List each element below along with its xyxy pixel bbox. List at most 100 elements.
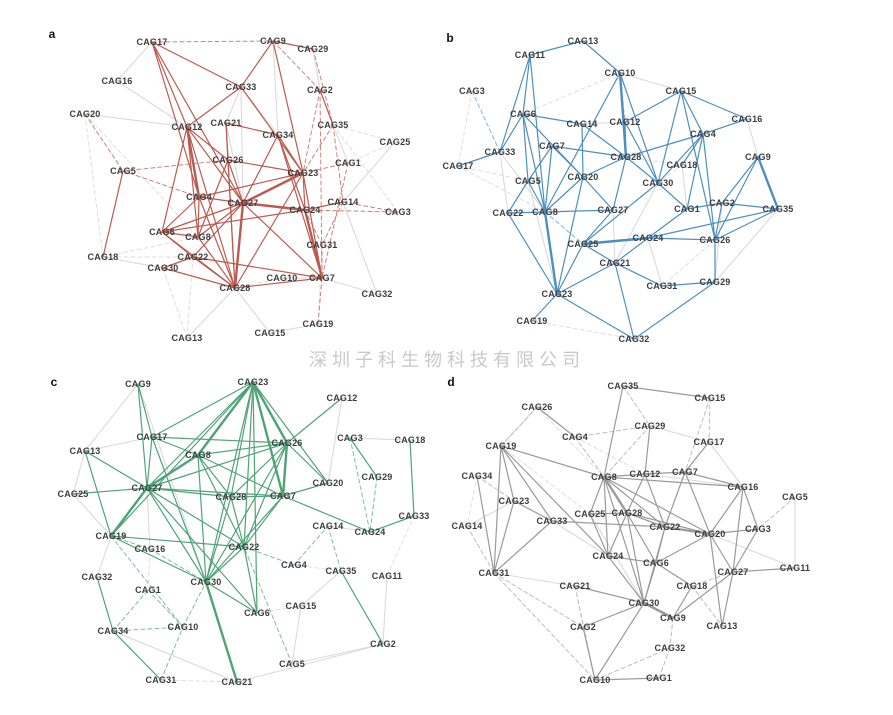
edge-b-cag21-cag31 [614, 262, 663, 287]
edge-a-cag12-cag6 [161, 126, 188, 233]
node-label-c-cag31: CAG31 [145, 675, 177, 685]
edge-b-cag15-cag4 [680, 90, 704, 135]
edge-b-cag15-cag30 [657, 90, 682, 184]
edge-a-cag2-cag35 [319, 89, 334, 126]
edge-c-cag23-cag20 [252, 381, 329, 484]
edge-c-cag27-cag19 [109, 486, 149, 538]
edge-d-cag6-cag30 [643, 562, 657, 604]
edge-d-cag34-cag14 [466, 475, 478, 527]
edge-b-cag8-cag27 [544, 209, 614, 213]
node-label-a-cag13: CAG13 [171, 333, 203, 343]
node-label-c-cag27: CAG27 [131, 483, 163, 493]
node-label-d-cag31: CAG31 [478, 568, 510, 578]
edge-a-cag20-cag12 [84, 113, 188, 128]
edge-c-cag3-cag24 [349, 437, 371, 533]
edge-a-cag16-cag12 [116, 80, 188, 128]
edge-a-cag4-cag8 [197, 196, 200, 238]
edge-b-cag30-cag25 [582, 182, 659, 245]
edge-d-cag32-cag1 [658, 647, 671, 679]
edge-c-cag18-cag3 [349, 437, 411, 441]
edge-b-cag4-cag18 [681, 133, 704, 166]
node-label-a-cag27: CAG27 [227, 198, 259, 208]
edge-a-cag13-cag28 [186, 287, 236, 339]
edge-c-cag30-cag6 [205, 581, 258, 614]
edge-a-cag13-cag22 [186, 256, 194, 339]
edge-b-cag12-cag28 [624, 121, 627, 158]
node-label-a-cag12: CAG12 [171, 122, 203, 132]
edge-b-cag4-cag1 [686, 133, 704, 210]
edge-a-cag15-cag28 [234, 287, 271, 334]
edge-b-cag26-cag31 [661, 239, 716, 287]
edge-d-cag20-cag27 [709, 533, 734, 573]
edge-c-cag34-cag31 [112, 630, 162, 681]
node-label-b-cag25: CAG25 [567, 239, 599, 249]
watermark-text: 深圳子科生物科技有限公司 [309, 350, 585, 371]
node-label-b-cag3: CAG3 [459, 86, 485, 96]
edge-b-cag28-cag18 [625, 156, 683, 166]
edge-a-cag12-cag8 [186, 126, 199, 238]
edge-b-cag11-cag8 [529, 54, 546, 213]
edge-c-cag14-cag24 [327, 525, 371, 533]
edge-c-cag13-cag27 [84, 450, 148, 489]
edge-c-cag34-cag1 [112, 589, 149, 632]
node-label-c-cag9: CAG9 [125, 379, 151, 389]
edge-a-cag9-cag34 [272, 40, 279, 136]
edge-b-cag5-cag23 [527, 180, 558, 295]
edge-c-cag4-cag35 [293, 564, 342, 572]
edge-a-cag12-cag27 [186, 126, 244, 204]
edge-c-cag12-cag20 [327, 397, 343, 484]
edge-a-cag35-cag14 [332, 124, 344, 203]
edge-b-cag6-cag5 [522, 113, 529, 182]
node-label-a-cag16: CAG16 [101, 76, 133, 86]
node-label-c-cag23: CAG23 [237, 377, 269, 387]
edge-d-cag10-cag1 [594, 677, 660, 681]
edge-a-cag31-cag24 [304, 209, 323, 246]
edge-c-cag23-cag17 [151, 381, 254, 438]
edge-a-cag18-cag8 [102, 236, 199, 258]
edge-c-cag21-cag2 [236, 643, 384, 683]
panel-letter-a: a [48, 27, 56, 41]
edge-a-cag3-cag35 [332, 124, 399, 213]
edge-d-cag12-cag28 [626, 473, 646, 514]
node-label-a-cag17: CAG17 [136, 37, 168, 47]
edge-b-cag29-cag31 [661, 281, 716, 287]
edge-a-cag27-cag22 [192, 202, 244, 258]
edge-b-cag21-cag32 [614, 262, 635, 340]
edge-b-cag31-cag24 [647, 237, 663, 287]
edge-b-cag10-cag30 [619, 72, 659, 184]
edge-b-cag2-cag35 [721, 202, 779, 210]
edge-b-cag2-cag26 [714, 202, 723, 241]
edge-a-cag29-cag35 [312, 48, 334, 126]
edge-c-cag35-cag2 [340, 570, 384, 645]
edge-b-cag8-cag23 [543, 210, 559, 296]
node-label-c-cag33: CAG33 [398, 511, 430, 521]
edge-d-cag5-cag3 [757, 496, 796, 530]
edge-a-cag23-cag4 [198, 172, 304, 198]
node-label-d-cag14: CAG14 [451, 521, 483, 531]
edge-a-cag33-cag12 [186, 86, 242, 128]
edge-d-cag18-cag13 [691, 585, 723, 627]
edge-c-cag8-cag27 [145, 453, 200, 490]
node-label-a-cag4: CAG4 [186, 192, 212, 202]
edge-a-cag25-cag14 [342, 141, 396, 203]
edge-c-cag15-cag6 [256, 605, 302, 614]
edge-c-cag33-cag18 [409, 439, 415, 517]
edge-a-cag8-cag28 [197, 236, 236, 289]
node-label-d-cag24: CAG24 [592, 551, 624, 561]
edge-d-cag33-cag22 [551, 520, 666, 528]
edge-a-cag25-cag1 [347, 141, 396, 164]
node-label-a-cag9: CAG9 [260, 36, 286, 46]
node-label-b-cag17: CAG17 [442, 161, 474, 171]
node-label-a-cag19: CAG19 [302, 319, 334, 329]
node-label-b-cag13: CAG13 [567, 36, 599, 46]
edge-b-cag28-cag20 [582, 156, 627, 178]
edge-d-cag20-cag13 [709, 533, 723, 627]
edge-d-cag27-cag3 [732, 528, 759, 573]
edge-a-cag20-cag8 [84, 113, 199, 238]
edge-a-cag24-cag7 [303, 208, 324, 280]
node-label-d-cag19: CAG19 [485, 441, 517, 451]
edge-d-cag27-cag13 [721, 571, 734, 627]
edge-d-cag7-cag22 [664, 471, 686, 528]
edge-c-cag26-cag7 [281, 441, 289, 498]
